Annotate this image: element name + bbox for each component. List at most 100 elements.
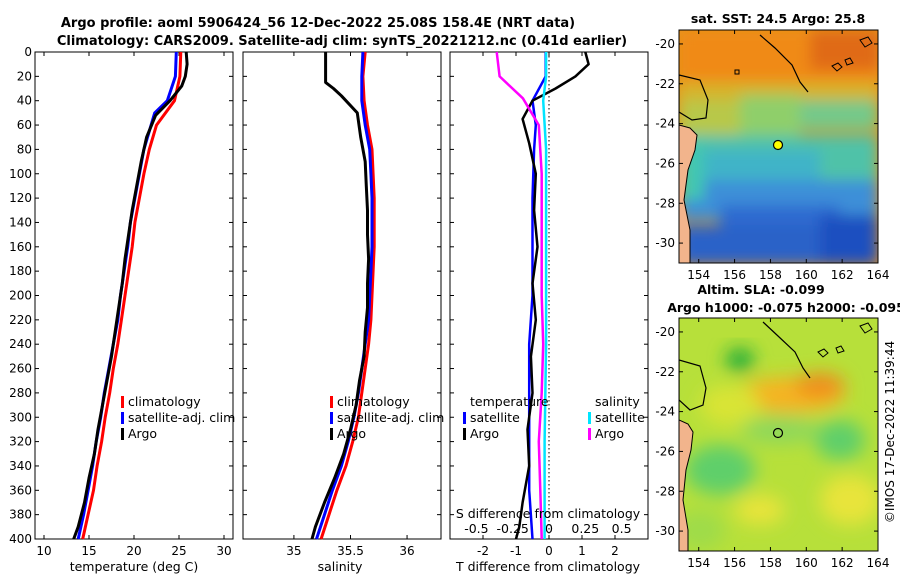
map-x-tick-label: 156 [723, 268, 746, 282]
map-x-tick-label: 154 [687, 556, 710, 570]
legend-label-sal-satellite: satellite [595, 410, 645, 425]
sst-map-ticks: 154 156 158 160 162 164 -20 -22 -24 -26 -28 -30 [655, 30, 889, 282]
x-tick-label: 2 [611, 544, 619, 558]
sst-argo-marker [772, 139, 784, 151]
salinity-legend: climatology satellite-adj. clim Argo [330, 394, 444, 441]
x-tick-label: 20 [126, 544, 141, 558]
y-tick-label: 100 [9, 167, 32, 181]
map-x-tick-label: 160 [795, 556, 818, 570]
title-line2: Climatology: CARS2009. Satellite-adj cli… [57, 34, 627, 49]
y-tick-label: 200 [9, 289, 32, 303]
legend-swatch-sal-argo [588, 428, 591, 440]
sla-map-ticks: 154 156 158 160 162 164 -20 -22 -24 -26 -28 -30 [655, 318, 889, 570]
legend-label-climatology: climatology [337, 394, 410, 409]
sla-land-australia [679, 419, 694, 551]
series-climatology [81, 51, 183, 540]
salinity-difference-xlabel: S difference from climatology [456, 506, 641, 521]
y-tick-label: 380 [9, 508, 32, 522]
map-y-tick-label: -30 [655, 524, 675, 538]
s-diff-tick-label: 0 [545, 521, 553, 536]
series-temperature-argo [514, 51, 590, 540]
y-tick-label: 340 [9, 459, 32, 473]
map-x-tick-label: 158 [759, 556, 782, 570]
y-tick-label: 280 [9, 386, 32, 400]
legend-label-temp-satellite: satellite [470, 410, 520, 425]
map-x-tick-label: 164 [867, 556, 890, 570]
map-x-tick-label: 164 [867, 268, 890, 282]
sla-argo-marker [772, 427, 784, 439]
legend-label-satellite: satellite-adj. clim [128, 410, 235, 425]
map-y-tick-label: -28 [655, 484, 675, 498]
x-tick-label: -2 [477, 544, 489, 558]
s-diff-tick-label: 0.5 [612, 521, 632, 536]
legend-swatch-argo [330, 428, 333, 440]
map-y-tick-label: -26 [655, 156, 675, 170]
sst-land-australia [679, 124, 698, 263]
map-y-tick-label: -28 [655, 196, 675, 210]
sst-map-frame [678, 29, 879, 264]
imos-timestamp: ©IMOS 17-Dec-2022 11:39:44 [883, 341, 897, 523]
y-tick-label: 60 [17, 118, 32, 132]
sst-reef-contour [679, 74, 709, 121]
y-tick-label: 360 [9, 483, 32, 497]
sst-map [679, 30, 878, 263]
legend-label-temp-argo: Argo [470, 426, 499, 441]
y-tick-label: 300 [9, 410, 32, 424]
legend-swatch-climatology [121, 396, 124, 408]
x-tick-label: 30 [216, 544, 231, 558]
legend-label-argo: Argo [337, 426, 366, 441]
legend-title-salinity: salinity [595, 394, 640, 409]
sla-map-frame [678, 317, 879, 552]
legend-label-climatology: climatology [128, 394, 201, 409]
series-argo [72, 51, 189, 540]
map-y-tick-label: -24 [655, 117, 675, 131]
sla-field [679, 348, 878, 550]
y-tick-label: 40 [17, 94, 32, 108]
y-tick-label: 320 [9, 435, 32, 449]
x-tick-label: 36 [399, 544, 414, 558]
legend-swatch-temp-satellite [463, 412, 466, 424]
salinity-profile-axes: 35 35.5 36 [242, 51, 442, 558]
y-tick-label: 140 [9, 215, 32, 229]
difference-legend: temperature satellite Argo salinity sate… [463, 394, 645, 441]
legend-title-temperature: temperature [470, 394, 549, 409]
legend-swatch-argo [121, 428, 124, 440]
map-y-tick-label: -30 [655, 236, 675, 250]
sst-ridge-contour [759, 34, 809, 93]
legend-swatch-satellite [330, 412, 333, 424]
legend-swatch-sal-satellite [588, 412, 591, 424]
series-climatology [319, 51, 376, 540]
legend-swatch-temp-argo [463, 428, 466, 440]
map-x-tick-label: 158 [759, 268, 782, 282]
legend-swatch-climatology [330, 396, 333, 408]
x-tick-label: 35.5 [337, 544, 364, 558]
salinity-xlabel: salinity [318, 559, 363, 574]
y-tick-label: 0 [24, 45, 32, 59]
y-tick-label: 220 [9, 313, 32, 327]
x-tick-label: 1 [578, 544, 586, 558]
sla-map-title-line1: Altim. SLA: -0.099 [697, 282, 824, 297]
sla-map [679, 318, 878, 551]
legend-label-argo: Argo [128, 426, 157, 441]
x-tick-label: 0 [545, 544, 553, 558]
y-tick-label: 120 [9, 191, 32, 205]
map-y-tick-label: -22 [655, 77, 675, 91]
y-tick-label: 180 [9, 264, 32, 278]
x-tick-label: -1 [510, 544, 522, 558]
map-y-tick-label: -26 [655, 444, 675, 458]
sla-ridge-contour [762, 321, 811, 379]
map-x-tick-label: 154 [687, 268, 710, 282]
sla-map-title-line2: Argo h1000: -0.075 h2000: -0.095 [667, 300, 900, 315]
legend-label-satellite: satellite-adj. clim [337, 410, 444, 425]
map-x-tick-label: 160 [795, 268, 818, 282]
map-y-tick-label: -20 [655, 325, 675, 339]
s-diff-tick-label: -0.25 [497, 521, 529, 536]
series-salinity-argo [495, 51, 545, 540]
sst-map-title: sat. SST: 24.5 Argo: 25.8 [691, 11, 865, 26]
axes-frame [34, 51, 234, 540]
sst-field [679, 30, 878, 263]
series-salinity-satellite [541, 52, 548, 539]
y-tick-label: 160 [9, 240, 32, 254]
map-x-tick-label: 156 [723, 556, 746, 570]
